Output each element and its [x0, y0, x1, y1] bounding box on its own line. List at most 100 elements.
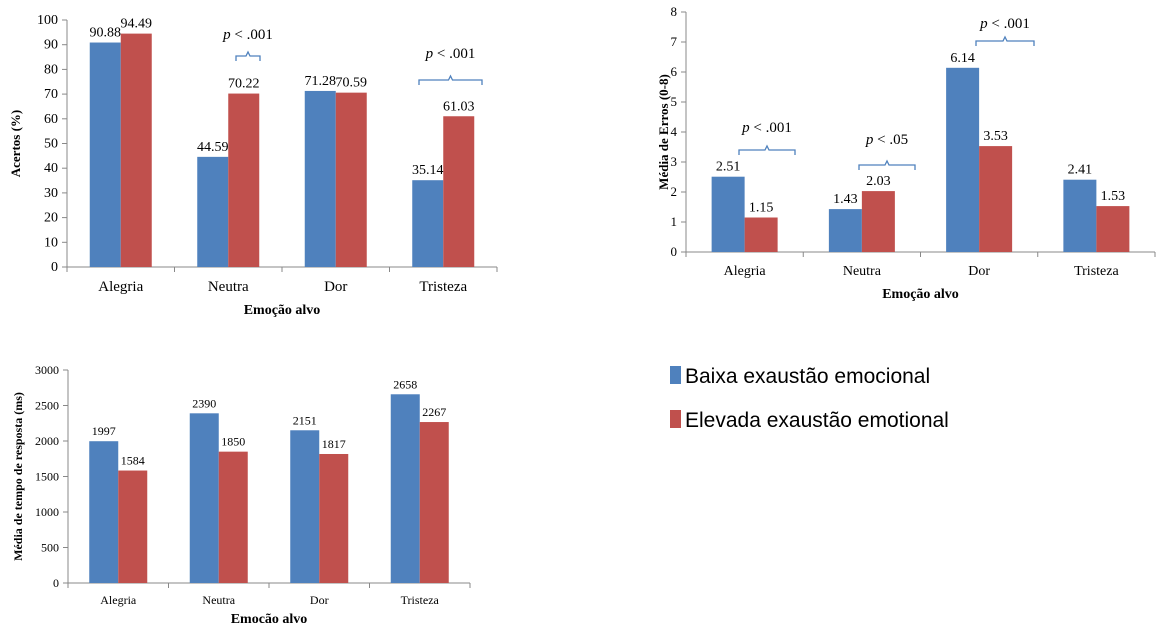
y-tick-label: 100 — [37, 13, 58, 28]
y-tick-label: 50 — [44, 137, 58, 152]
data-label: 2658 — [393, 377, 417, 391]
data-label: 2267 — [422, 405, 446, 419]
data-label: 94.49 — [121, 17, 153, 32]
bar-elevada-dor — [335, 92, 367, 267]
data-label: 35.14 — [412, 163, 444, 178]
x-tick-label: Dor — [324, 279, 347, 295]
bar-baixa-neutra — [197, 156, 229, 267]
y-axis-title: Média de Erros (0-8) — [656, 74, 671, 190]
significance-bracket — [235, 50, 261, 61]
data-label: 6.14 — [950, 51, 975, 66]
bar-baixa-neutra — [189, 413, 219, 583]
y-tick-label: 1 — [671, 214, 678, 229]
y-tick-label: 7 — [671, 34, 678, 49]
y-tick-label: 4 — [671, 124, 678, 139]
bar-elevada-neutra — [228, 93, 260, 267]
x-tick-label: Alegria — [724, 264, 767, 279]
bar-elevada-tristeza — [443, 116, 475, 268]
y-tick-label: 2500 — [35, 399, 59, 413]
data-label: 70.22 — [228, 77, 260, 92]
bar-baixa-neutra — [828, 209, 862, 252]
bar-elevada-dor — [319, 453, 349, 583]
bar-baixa-tristeza — [1063, 179, 1097, 252]
data-label: 2151 — [293, 413, 317, 427]
x-tick-label: Tristeza — [419, 279, 467, 295]
legend-swatch — [670, 366, 681, 384]
chart-errors: 0 1 2 3 4 5 6 7 8 Alegria Neutra Dor Tristeza 2.51 1.4… — [656, 4, 1156, 302]
data-label: 1850 — [221, 435, 245, 449]
bar-elevada-neutra — [861, 191, 895, 252]
significance-label: p < .001 — [222, 27, 273, 43]
data-label: 2390 — [192, 396, 216, 410]
y-tick-label: 2000 — [35, 434, 59, 448]
x-tick-label: Alegria — [100, 593, 137, 607]
data-label: 71.28 — [305, 74, 337, 89]
significance-label: p < .05 — [865, 132, 908, 148]
data-label: 1997 — [92, 424, 116, 438]
bar-baixa-tristeza — [390, 394, 420, 583]
data-label: 1817 — [322, 437, 346, 451]
x-tick-label: Alegria — [98, 279, 143, 295]
bar-elevada-tristeza — [419, 422, 449, 583]
y-tick-label: 500 — [41, 541, 59, 555]
significance-label: p < .001 — [741, 120, 792, 136]
x-tick-label: Dor — [310, 593, 329, 607]
x-tick-label: Tristeza — [401, 593, 440, 607]
bar-baixa-tristeza — [412, 180, 444, 267]
bar-elevada-neutra — [218, 451, 248, 583]
y-tick-label: 90 — [44, 38, 58, 53]
legend-label: Baixa exaustão emocional — [685, 365, 930, 388]
bar-elevada-alegria — [120, 33, 152, 268]
y-tick-label: 60 — [44, 112, 58, 127]
data-label: 2.51 — [716, 160, 741, 175]
y-tick-label: 6 — [671, 64, 678, 79]
bar-elevada-alegria — [118, 470, 148, 583]
y-axis-title: Acertos (%) — [8, 110, 23, 178]
data-label: 2.41 — [1068, 163, 1093, 178]
y-tick-label: 70 — [44, 87, 58, 102]
data-label: 44.59 — [197, 140, 229, 155]
data-label: 2.03 — [866, 174, 891, 189]
data-label: 1.53 — [1101, 189, 1126, 204]
data-label: 90.88 — [90, 26, 122, 41]
y-tick-label: 8 — [671, 4, 678, 19]
bar-baixa-alegria — [89, 441, 119, 583]
data-label: 3.53 — [983, 129, 1008, 144]
y-tick-label: 40 — [44, 161, 58, 176]
y-tick-label: 0 — [51, 260, 58, 275]
y-tick-label: 20 — [44, 211, 58, 226]
y-tick-label: 80 — [44, 62, 58, 77]
chart-accuracy: 0 10 20 30 40 50 60 70 80 90 100 Alegria Neutra Dor Tr… — [8, 13, 498, 318]
x-tick-label: Dor — [968, 264, 990, 279]
x-tick-label: Neutra — [843, 264, 882, 279]
bar-baixa-dor — [304, 90, 336, 267]
data-label: 1584 — [121, 454, 145, 468]
y-tick-label: 5 — [671, 94, 678, 109]
y-tick-label: 10 — [44, 235, 58, 250]
data-label: 1.15 — [749, 201, 774, 216]
legend: Baixa exaustão emocional Elevada exaustão… — [670, 365, 949, 432]
data-label: 1.43 — [833, 192, 858, 207]
significance-label: p < .001 — [425, 46, 476, 62]
significance-bracket — [975, 35, 1035, 46]
significance-bracket — [418, 74, 483, 85]
bar-elevada-tristeza — [1096, 206, 1130, 252]
significance-label: p < .001 — [979, 16, 1030, 32]
bar-elevada-alegria — [744, 217, 778, 252]
bar-baixa-dor — [290, 430, 320, 583]
x-axis-title: Emoção alvo — [882, 287, 959, 302]
data-label: 70.59 — [336, 76, 368, 91]
bar-baixa-dor — [946, 67, 980, 252]
chart-rt: 0 500 1000 1500 2000 2500 3000 Alegria Neutra Dor… — [11, 363, 471, 627]
x-tick-label: Neutra — [202, 593, 235, 607]
significance-bracket — [738, 144, 796, 155]
y-tick-label: 0 — [671, 244, 678, 259]
significance-bracket — [858, 159, 916, 170]
data-label: 61.03 — [443, 99, 475, 114]
x-tick-label: Tristeza — [1074, 264, 1119, 279]
bar-elevada-dor — [979, 146, 1013, 252]
x-axis-title: Emocão alvo — [231, 612, 308, 627]
y-tick-label: 30 — [44, 186, 58, 201]
y-tick-label: 3 — [671, 154, 678, 169]
